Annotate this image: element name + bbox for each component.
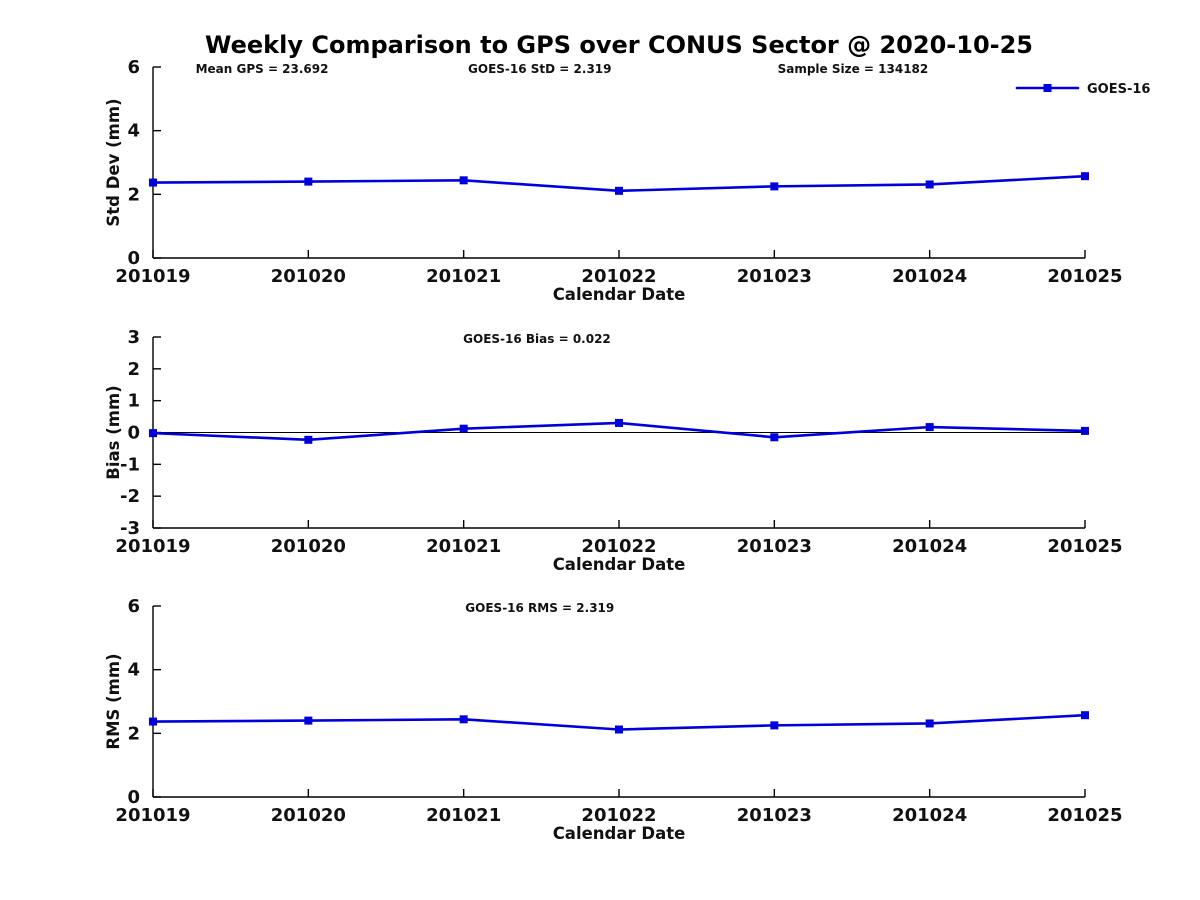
x-tick-label: 201024 bbox=[892, 536, 967, 557]
data-marker bbox=[925, 719, 934, 728]
y-tick-label: 1 bbox=[127, 391, 140, 412]
x-tick-label: 201019 bbox=[115, 536, 190, 557]
annotation: GOES-16 RMS = 2.319 bbox=[465, 601, 614, 615]
data-marker bbox=[615, 186, 623, 195]
y-tick-label: 0 bbox=[127, 787, 140, 808]
x-tick-label: 201022 bbox=[581, 536, 656, 557]
data-marker bbox=[149, 178, 157, 187]
y-tick-label: 6 bbox=[127, 57, 140, 78]
annotation: Sample Size = 134182 bbox=[778, 62, 929, 76]
subplot-std-dev: 0 2 4 6 201019 201020 201021 201022 201023 201024… bbox=[104, 57, 1123, 304]
data-marker bbox=[459, 424, 468, 433]
y-tick-label: 2 bbox=[127, 359, 140, 380]
data-marker bbox=[459, 176, 468, 185]
data-marker bbox=[1081, 711, 1089, 720]
x-tick-label: 201019 bbox=[115, 266, 190, 287]
subplot-rms: 0 2 4 6 201019 201020 201021 201022 201023 201024… bbox=[104, 596, 1123, 843]
x-tick-label: 201021 bbox=[426, 536, 501, 557]
subplot-bias: -3 -2 -1 0 1 2 3 201019 201020 201021 201022 201023… bbox=[104, 327, 1123, 574]
y-tick-label: -2 bbox=[120, 486, 140, 507]
x-tick-label: 201020 bbox=[271, 266, 346, 287]
figure-title: Weekly Comparison to GPS over CONUS Sect… bbox=[204, 31, 1033, 59]
x-tick-label: 201022 bbox=[581, 805, 656, 826]
x-tick-label: 201025 bbox=[1047, 805, 1122, 826]
y-tick-label: 0 bbox=[127, 423, 140, 444]
y-tick-label: 2 bbox=[127, 184, 140, 205]
y-axis-label: Bias (mm) bbox=[104, 385, 123, 479]
x-tick-label: 201019 bbox=[115, 805, 190, 826]
data-marker bbox=[615, 418, 623, 427]
y-tick-label: -3 bbox=[120, 518, 140, 539]
annotation: Mean GPS = 23.692 bbox=[196, 62, 329, 76]
data-marker bbox=[304, 435, 313, 444]
y-axis-label: RMS (mm) bbox=[104, 653, 123, 749]
x-tick-label: 201021 bbox=[426, 805, 501, 826]
data-marker bbox=[770, 182, 779, 191]
x-tick-label: 201024 bbox=[892, 266, 967, 287]
x-tick-label: 201024 bbox=[892, 805, 967, 826]
x-tick-label: 201023 bbox=[737, 805, 812, 826]
annotation: GOES-16 Bias = 0.022 bbox=[463, 332, 611, 346]
y-tick-label: 3 bbox=[127, 327, 140, 348]
y-tick-label: 4 bbox=[127, 660, 140, 681]
data-marker bbox=[304, 177, 313, 186]
y-axis-label: Std Dev (mm) bbox=[104, 98, 123, 226]
legend-label: GOES-16 bbox=[1087, 82, 1150, 97]
legend: GOES-16 bbox=[1015, 82, 1150, 97]
y-tick-label: -1 bbox=[120, 454, 140, 475]
data-marker bbox=[615, 725, 623, 734]
data-marker bbox=[770, 721, 779, 730]
y-tick-label: 2 bbox=[127, 723, 140, 744]
x-axis-label: Calendar Date bbox=[553, 824, 686, 843]
data-marker bbox=[925, 423, 934, 432]
x-axis-label: Calendar Date bbox=[553, 285, 686, 304]
data-marker bbox=[149, 429, 157, 438]
annotation: GOES-16 StD = 2.319 bbox=[468, 62, 611, 76]
data-marker bbox=[1081, 172, 1089, 181]
x-tick-label: 201025 bbox=[1047, 536, 1122, 557]
data-marker bbox=[459, 715, 468, 724]
x-tick-label: 201020 bbox=[271, 536, 346, 557]
data-marker bbox=[770, 433, 779, 442]
x-tick-label: 201023 bbox=[737, 536, 812, 557]
legend-marker bbox=[1043, 84, 1052, 92]
x-axis-label: Calendar Date bbox=[553, 555, 686, 574]
x-tick-label: 201022 bbox=[581, 266, 656, 287]
x-tick-label: 201023 bbox=[737, 266, 812, 287]
x-tick-label: 201025 bbox=[1047, 266, 1122, 287]
y-tick-label: 0 bbox=[127, 248, 140, 269]
data-marker bbox=[925, 180, 934, 189]
x-tick-label: 201020 bbox=[271, 805, 346, 826]
data-marker bbox=[304, 716, 313, 725]
x-tick-label: 201021 bbox=[426, 266, 501, 287]
y-tick-label: 6 bbox=[127, 596, 140, 617]
y-tick-label: 4 bbox=[127, 121, 140, 142]
data-marker bbox=[149, 717, 157, 726]
data-marker bbox=[1081, 426, 1089, 435]
